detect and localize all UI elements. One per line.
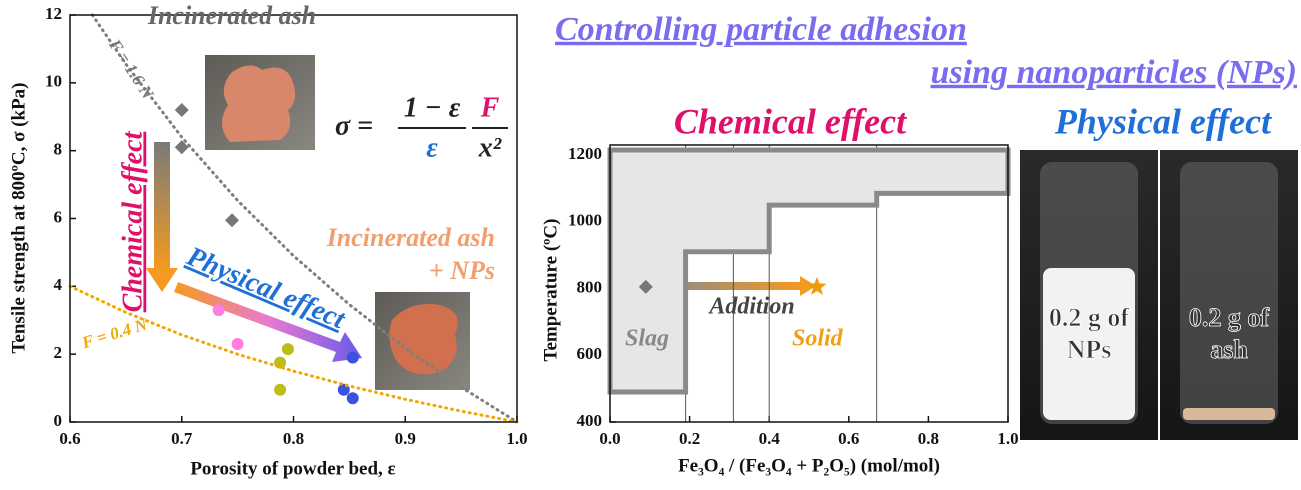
y-tick-label: 800	[577, 277, 603, 296]
equation: σ = 1 − ε ε F x²	[335, 92, 508, 163]
x-tick-label: 0.8	[918, 429, 939, 448]
ash-photo	[205, 55, 315, 150]
y-axis-label: Tensile strength at 800ºC, σ (kPa)	[8, 82, 29, 353]
annotation: Incinerated ash	[326, 223, 495, 252]
point	[213, 304, 225, 316]
point	[232, 338, 244, 350]
equation-part: σ =	[335, 110, 373, 141]
photo-label: NPs	[1067, 335, 1112, 364]
y-tick-label: 10	[45, 72, 62, 91]
equation-part: 1 − ε	[404, 92, 461, 123]
x-tick-label: 0.6	[838, 429, 859, 448]
x-tick-label: 1.0	[506, 429, 527, 448]
y-tick-label: 4	[54, 275, 63, 294]
photo-label: ash	[1210, 335, 1248, 364]
y-tick-label: 12	[45, 4, 62, 23]
x-axis-label: Fe₃O₄ / (Fe₃O₄ + P₂O₅) (mol/mol)	[678, 455, 940, 476]
photo-label: 0.2 g of	[1189, 303, 1270, 332]
title: Controlling particle adhesion	[555, 11, 967, 48]
y-tick-label: 1200	[568, 144, 602, 163]
annotation: Addition	[707, 294, 794, 320]
phase-region	[610, 150, 1008, 392]
point	[282, 343, 294, 355]
annotation: Solid	[792, 326, 844, 352]
y-tick-label: 6	[54, 207, 63, 226]
annotation: F = 0.4 N	[79, 314, 150, 352]
point	[347, 352, 359, 364]
annotation: + NPs	[429, 256, 495, 285]
point	[274, 384, 286, 396]
x-tick-label: 0.6	[59, 429, 80, 448]
y-tick-label: 1000	[568, 211, 602, 230]
annotation: F = 1.6 N	[105, 35, 158, 103]
section-title: Physical effect	[1054, 101, 1272, 141]
x-tick-label: 1.0	[997, 429, 1018, 448]
point	[807, 277, 826, 295]
y-axis-label: Temperature (ºC)	[540, 219, 561, 362]
y-tick-label: 0	[54, 411, 63, 430]
equation-part: ε	[426, 132, 438, 163]
x-tick-label: 0.7	[171, 429, 193, 448]
annotation: Incinerated ash	[147, 1, 316, 30]
page: {"header": {"title_line1": "Controlling …	[0, 0, 1301, 490]
y-tick-label: 400	[577, 411, 603, 430]
x-tick-label: 0.4	[759, 429, 781, 448]
photo-label: 0.2 g of	[1049, 303, 1130, 332]
point	[347, 392, 359, 404]
x-tick-label: 0.2	[679, 429, 700, 448]
ash-nps-photo	[375, 292, 470, 390]
annotation: Slag	[625, 326, 669, 352]
ash-jar-photo	[1160, 150, 1298, 440]
x-axis-label: Porosity of powder bed, ε	[190, 458, 395, 479]
graphical-abstract: 0.2 g of NPs 0.2 g of ash Controlling pa…	[0, 0, 1301, 490]
y-tick-label: 600	[577, 344, 603, 363]
nps-photo	[1020, 150, 1158, 440]
equation-part: x²	[478, 132, 502, 163]
annotation: Chemical effect	[117, 130, 148, 312]
chemical-arrow	[146, 142, 178, 292]
section-title: Chemical effect	[674, 101, 907, 141]
x-tick-label: 0.9	[395, 429, 416, 448]
y-tick-label: 2	[54, 343, 63, 362]
x-tick-label: 0.8	[283, 429, 304, 448]
y-tick-label: 8	[54, 140, 63, 159]
point	[175, 103, 189, 117]
title: using nanoparticles (NPs)	[931, 54, 1298, 91]
point	[225, 213, 239, 227]
point	[175, 140, 189, 154]
x-tick-label: 0.0	[599, 429, 620, 448]
equation-part: F	[480, 92, 500, 123]
